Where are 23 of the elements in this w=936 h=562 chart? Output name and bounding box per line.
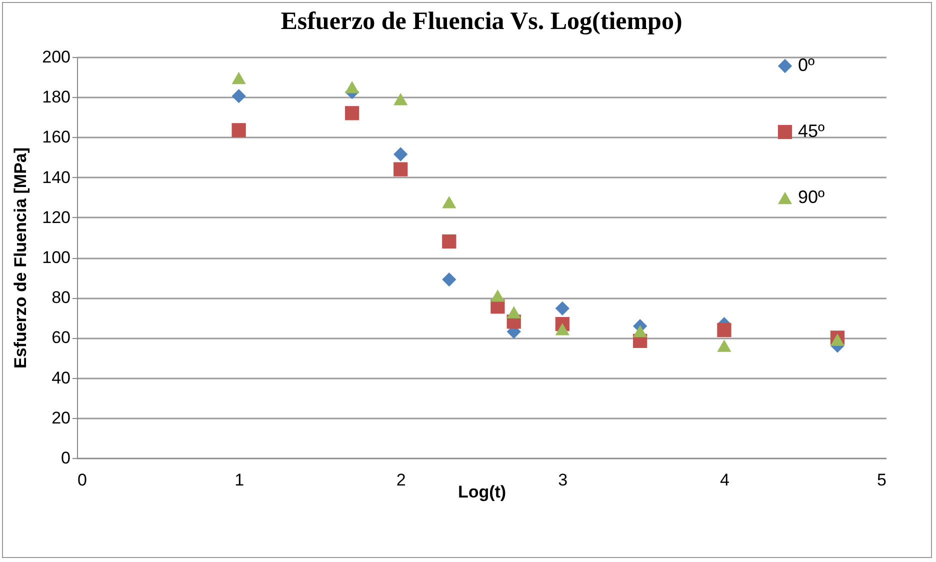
y-tick-label: 180	[42, 88, 70, 107]
y-tick-label: 60	[52, 328, 70, 348]
x-tick-label: 4	[720, 470, 730, 490]
legend-label: 90º	[798, 187, 826, 207]
y-tick-label: 0	[61, 448, 70, 468]
legend-label: 0º	[798, 55, 816, 75]
y-tick-label: 100	[42, 248, 70, 267]
y-tick-label: 160	[42, 128, 70, 147]
x-tick-label: 2	[396, 470, 406, 490]
y-tick-label: 80	[52, 288, 70, 308]
x-tick-label: 3	[558, 470, 568, 490]
y-tick-label: 140	[42, 168, 70, 187]
y-tick-label: 40	[52, 368, 70, 388]
x-tick-label: 0	[78, 470, 87, 490]
chart-title: Esfuerzo de Fluencia Vs. Log(tiempo)	[280, 8, 682, 35]
legend-label: 45º	[798, 121, 826, 141]
y-tick-label: 20	[52, 408, 70, 428]
x-tick-label: 5	[877, 470, 886, 490]
x-axis-title: Log(t)	[458, 482, 506, 502]
x-tick-label: 1	[234, 470, 244, 490]
y-tick-label: 200	[42, 48, 70, 66]
y-tick-label: 120	[42, 208, 70, 227]
y-axis-title: Esfuerzo de Fluencia [MPa]	[11, 147, 30, 369]
